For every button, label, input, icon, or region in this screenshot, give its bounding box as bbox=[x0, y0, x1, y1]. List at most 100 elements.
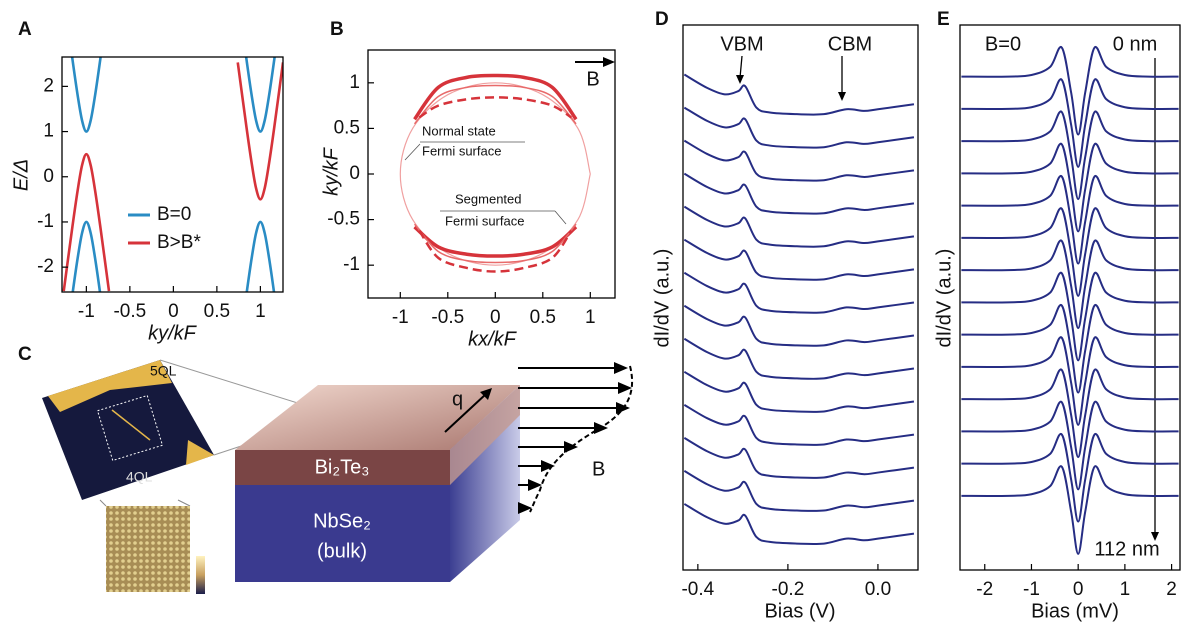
layer-label: NbSe₂ bbox=[313, 510, 371, 532]
annotation: B=0 bbox=[985, 33, 1021, 55]
spectrum bbox=[683, 370, 915, 413]
x-tick-label: 1 bbox=[585, 307, 596, 328]
x-axis-label: Bias (mV) bbox=[1031, 600, 1119, 622]
axes-frame bbox=[367, 49, 616, 299]
x-axis-label: ky/kF bbox=[148, 322, 198, 344]
spectrum bbox=[961, 174, 1179, 265]
x-tick-label: -1 bbox=[78, 301, 95, 322]
x-tick-label: 1 bbox=[255, 301, 266, 322]
spectrum bbox=[961, 432, 1179, 523]
spectrum bbox=[961, 142, 1179, 233]
x-tick-label: -1 bbox=[1023, 579, 1040, 600]
x-tick-label: -0.4 bbox=[681, 579, 714, 600]
x-axis-label: kx/kF bbox=[468, 328, 518, 350]
spectrum bbox=[961, 336, 1179, 426]
arrowheads bbox=[518, 362, 632, 514]
annotation: Normal state bbox=[422, 123, 496, 138]
annotation: B bbox=[586, 68, 599, 90]
annotation: 0 nm bbox=[1113, 33, 1157, 55]
atomic-image bbox=[106, 506, 190, 592]
spectrum bbox=[683, 304, 915, 347]
field-profile bbox=[529, 365, 634, 513]
annotation: Fermi surface bbox=[422, 143, 501, 158]
legend-label: B>B* bbox=[157, 232, 201, 253]
spectrum bbox=[683, 106, 915, 149]
y-tick-label: -0.5 bbox=[327, 209, 360, 230]
annotation: CBM bbox=[828, 33, 872, 55]
legend-label: B=0 bbox=[157, 204, 191, 225]
spectrum bbox=[683, 172, 915, 215]
curve bbox=[413, 84, 577, 125]
y-axis-label: dI/dV (a.u.) bbox=[933, 249, 955, 348]
arrowhead bbox=[603, 57, 615, 67]
y-axis-label: ky/kF bbox=[320, 146, 342, 196]
x-tick-label: -0.2 bbox=[772, 579, 805, 600]
spectrum bbox=[683, 73, 915, 116]
x-tick-label: 0 bbox=[490, 307, 501, 328]
y-tick-label: -1 bbox=[37, 211, 54, 232]
y-axis-label: dI/dV (a.u.) bbox=[651, 249, 673, 348]
axes-frame bbox=[959, 24, 1181, 571]
x-tick-label: -2 bbox=[976, 579, 993, 600]
y-tick-label: 0 bbox=[43, 166, 54, 187]
panel-label: A bbox=[18, 19, 32, 40]
y-tick-label: 2 bbox=[43, 75, 54, 96]
layer-label: (bulk) bbox=[317, 540, 367, 562]
curve bbox=[70, 57, 102, 133]
annotation: Fermi surface bbox=[445, 213, 524, 228]
q-arrow bbox=[444, 393, 487, 433]
plot-area bbox=[399, 73, 591, 273]
curve bbox=[244, 57, 276, 133]
zoom-line bbox=[159, 359, 321, 411]
field-arrows bbox=[518, 367, 622, 486]
spectrum bbox=[961, 239, 1179, 330]
y-tick-label: 0 bbox=[349, 163, 360, 184]
spectrum bbox=[961, 465, 1179, 555]
plot-area bbox=[961, 45, 1179, 555]
block-top bbox=[235, 385, 520, 450]
spectrum bbox=[961, 78, 1179, 168]
annotation: Segmented bbox=[455, 191, 522, 206]
spectrum bbox=[683, 205, 915, 248]
terrace-label: 5QL bbox=[150, 363, 177, 379]
spectrum bbox=[961, 110, 1179, 201]
plot-area bbox=[683, 73, 915, 546]
block-side-top bbox=[450, 385, 520, 485]
spectrum bbox=[961, 400, 1179, 491]
x-tick-label: -0.5 bbox=[431, 307, 464, 328]
arrowhead bbox=[480, 388, 492, 400]
spectrum bbox=[961, 45, 1179, 136]
x-axis-label: Bias (V) bbox=[764, 600, 835, 622]
y-tick-label: -1 bbox=[343, 254, 360, 275]
curve bbox=[413, 225, 578, 258]
panel-label: B bbox=[330, 19, 344, 40]
spectrum bbox=[683, 470, 915, 512]
x-tick-label: 0.5 bbox=[530, 307, 556, 328]
annotation: 112 nm bbox=[1094, 538, 1159, 560]
y-tick-label: 1 bbox=[43, 121, 54, 142]
arrowheads bbox=[736, 75, 1159, 541]
terrace-edge bbox=[186, 440, 214, 465]
colorbar bbox=[196, 556, 205, 594]
spectrum bbox=[961, 303, 1179, 394]
spectrum bbox=[683, 503, 915, 546]
panel-c: C 5QL 4QL Bi₂Te₃ NbSe₂ (bulk) q bbox=[18, 344, 634, 594]
block-front-top bbox=[235, 450, 450, 485]
curve bbox=[62, 152, 111, 292]
block-front-bottom bbox=[235, 485, 450, 582]
annotation: VBM bbox=[720, 33, 763, 55]
zoom-line bbox=[177, 499, 191, 507]
curve bbox=[236, 62, 283, 201]
x-tick-label: 1 bbox=[1120, 579, 1131, 600]
zoom-line bbox=[99, 499, 107, 507]
x-tick-label: 0 bbox=[168, 301, 179, 322]
x-tick-label: 0.0 bbox=[865, 579, 891, 600]
terrace-5ql bbox=[48, 360, 172, 412]
terrace-label: 4QL bbox=[126, 469, 153, 485]
x-tick-label: 0 bbox=[1073, 579, 1084, 600]
spectrum bbox=[683, 403, 915, 446]
curve bbox=[71, 220, 102, 292]
axes-frame bbox=[682, 24, 919, 571]
spectrum bbox=[961, 271, 1179, 362]
